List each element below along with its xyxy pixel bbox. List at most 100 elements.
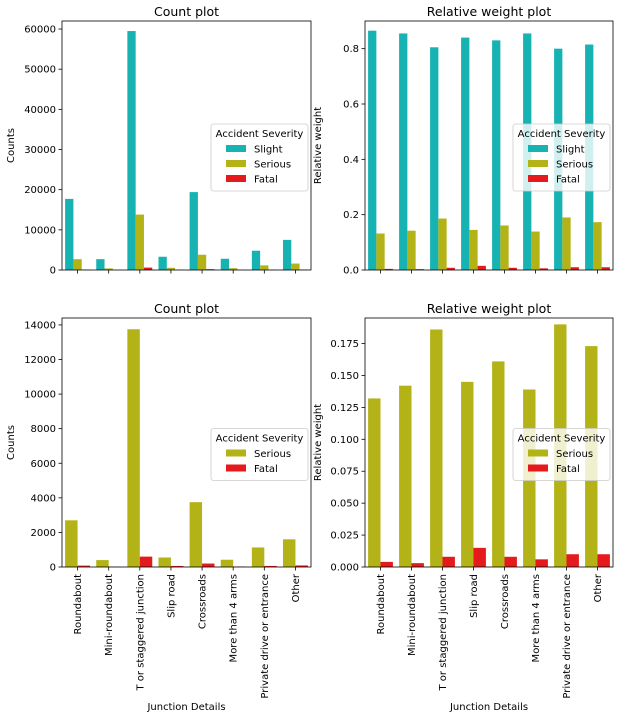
axes-frame bbox=[364, 317, 614, 568]
bar-fatal-1 bbox=[384, 268, 393, 270]
legend-entry-fatal: Fatal bbox=[556, 464, 580, 475]
bar-fatal-8 bbox=[295, 565, 308, 567]
bar-serious-5 bbox=[197, 254, 207, 270]
bar-fatal-6 bbox=[535, 559, 548, 567]
bar-serious-5 bbox=[500, 225, 509, 270]
y-tick-label: 8000 bbox=[31, 424, 56, 435]
bar-serious-8 bbox=[593, 222, 602, 270]
bar-serious-6 bbox=[531, 231, 540, 270]
legend-swatch-fatal bbox=[528, 175, 548, 182]
x-tick-label: Roundabout bbox=[73, 574, 84, 635]
legend-title: Accident Severity bbox=[216, 434, 304, 445]
bar-fatal-8 bbox=[597, 554, 610, 567]
x-tick-label: T or staggered junction bbox=[438, 574, 449, 691]
y-tick-label: 40000 bbox=[24, 105, 56, 116]
bar-serious-6 bbox=[229, 268, 238, 270]
legend-swatch-serious bbox=[528, 449, 548, 457]
bar-slight-5 bbox=[189, 192, 198, 270]
legend-swatch-slight bbox=[528, 145, 548, 152]
y-tick-label: 10000 bbox=[24, 225, 56, 236]
y-axis-label: Counts bbox=[6, 128, 17, 163]
legend: Accident Severity Serious Fatal bbox=[210, 428, 309, 481]
legend-entry-serious: Serious bbox=[254, 160, 291, 171]
bar-serious-3 bbox=[127, 329, 140, 567]
chart-title: Relative weight plot bbox=[427, 4, 552, 19]
y-tick-label: 0.075 bbox=[330, 467, 359, 478]
bar-serious-3 bbox=[438, 218, 447, 270]
legend-swatch-serious bbox=[528, 160, 548, 167]
legend-entry-fatal: Fatal bbox=[254, 464, 278, 475]
bar-fatal-1 bbox=[77, 565, 91, 567]
y-tick-label: 0.8 bbox=[343, 44, 359, 55]
legend-entry-slight: Slight bbox=[556, 145, 585, 156]
legend-swatch-fatal bbox=[528, 464, 548, 472]
bar-slight-6 bbox=[220, 258, 230, 270]
bar-fatal-1 bbox=[380, 561, 393, 567]
bar-slight-3 bbox=[430, 47, 439, 270]
bar-serious-3 bbox=[430, 329, 443, 567]
bar-serious-5 bbox=[492, 361, 505, 567]
chart-panel-1: 0 10000 20000 30000 40000 50000 60000 Count plo… bbox=[6, 4, 312, 277]
y-axis-label: Counts bbox=[6, 425, 17, 460]
y-tick-label: 12000 bbox=[24, 355, 56, 366]
bar-slight-8 bbox=[282, 239, 292, 270]
bar-fatal-2 bbox=[415, 269, 424, 270]
x-tick-label: Roundabout bbox=[376, 574, 387, 635]
y-tick-label: 0 bbox=[50, 563, 56, 574]
x-tick-label: More than 4 arms bbox=[531, 574, 542, 662]
y-tick-label: 10000 bbox=[24, 390, 56, 401]
x-tick-label: Other bbox=[593, 573, 604, 602]
legend-swatch-serious bbox=[226, 449, 246, 457]
x-tick-label: Slip road bbox=[166, 574, 177, 618]
y-tick-label: 50000 bbox=[24, 65, 56, 76]
bar-fatal-2 bbox=[411, 563, 424, 567]
chart-panel-2: 0.0 0.2 0.4 0.6 0.8 Relative weight plot Relat… bbox=[313, 4, 614, 277]
x-tick-label: Mini-roundabout bbox=[407, 574, 418, 656]
legend-entry-serious: Serious bbox=[254, 449, 291, 460]
y-tick-label: 4000 bbox=[31, 493, 56, 504]
bar-fatal-3 bbox=[446, 267, 455, 270]
bar-fatal-7 bbox=[566, 554, 579, 567]
bar-serious-1 bbox=[376, 233, 385, 270]
bar-fatal-7 bbox=[264, 565, 277, 567]
bar-serious-7 bbox=[260, 265, 269, 270]
bar-serious-4 bbox=[158, 557, 171, 567]
bar-serious-5 bbox=[189, 502, 203, 567]
bar-slight-2 bbox=[96, 259, 105, 270]
y-axis-label: Relative weight bbox=[313, 404, 324, 481]
x-tick-label: Slip road bbox=[469, 574, 480, 618]
bar-slight-5 bbox=[492, 40, 501, 271]
bar-slight-4 bbox=[158, 256, 167, 270]
axes-frame bbox=[61, 20, 312, 271]
bar-serious-2 bbox=[399, 385, 412, 567]
bar-slight-4 bbox=[461, 37, 470, 270]
bar-fatal-8 bbox=[601, 267, 610, 270]
y-tick-label: 30000 bbox=[24, 145, 56, 156]
bar-fatal-6 bbox=[539, 268, 548, 270]
x-tick-label: Crossroads bbox=[500, 574, 511, 629]
y-tick-label: 20000 bbox=[24, 185, 56, 196]
legend: Accident Severity Slight Serious Fatal bbox=[210, 123, 309, 192]
bar-slight-1 bbox=[368, 30, 377, 271]
bar-fatal-4 bbox=[170, 565, 184, 567]
x-tick-label: T or staggered junction bbox=[135, 574, 146, 691]
bar-serious-1 bbox=[73, 259, 82, 270]
y-tick-label: 0.4 bbox=[343, 155, 359, 166]
legend: Accident Severity Slight Serious Fatal bbox=[512, 123, 611, 192]
legend-entry-slight: Slight bbox=[254, 145, 283, 156]
y-tick-label: 14000 bbox=[24, 320, 56, 331]
legend-swatch-serious bbox=[226, 160, 246, 167]
y-tick-label: 0.000 bbox=[330, 563, 359, 574]
x-tick-label: Crossroads bbox=[198, 574, 209, 629]
bar-slight-1 bbox=[65, 198, 74, 270]
bar-fatal-5 bbox=[504, 556, 517, 567]
legend-box bbox=[210, 123, 309, 192]
axes-frame bbox=[364, 20, 614, 271]
y-tick-label: 0.125 bbox=[330, 403, 359, 414]
bar-fatal-3 bbox=[139, 556, 153, 568]
legend-box bbox=[512, 123, 611, 192]
y-tick-label: 6000 bbox=[31, 459, 56, 470]
bar-serious-2 bbox=[104, 268, 113, 270]
legend: Accident Severity Serious Fatal bbox=[512, 428, 611, 481]
x-tick-label: Private drive or entrance bbox=[562, 574, 573, 699]
